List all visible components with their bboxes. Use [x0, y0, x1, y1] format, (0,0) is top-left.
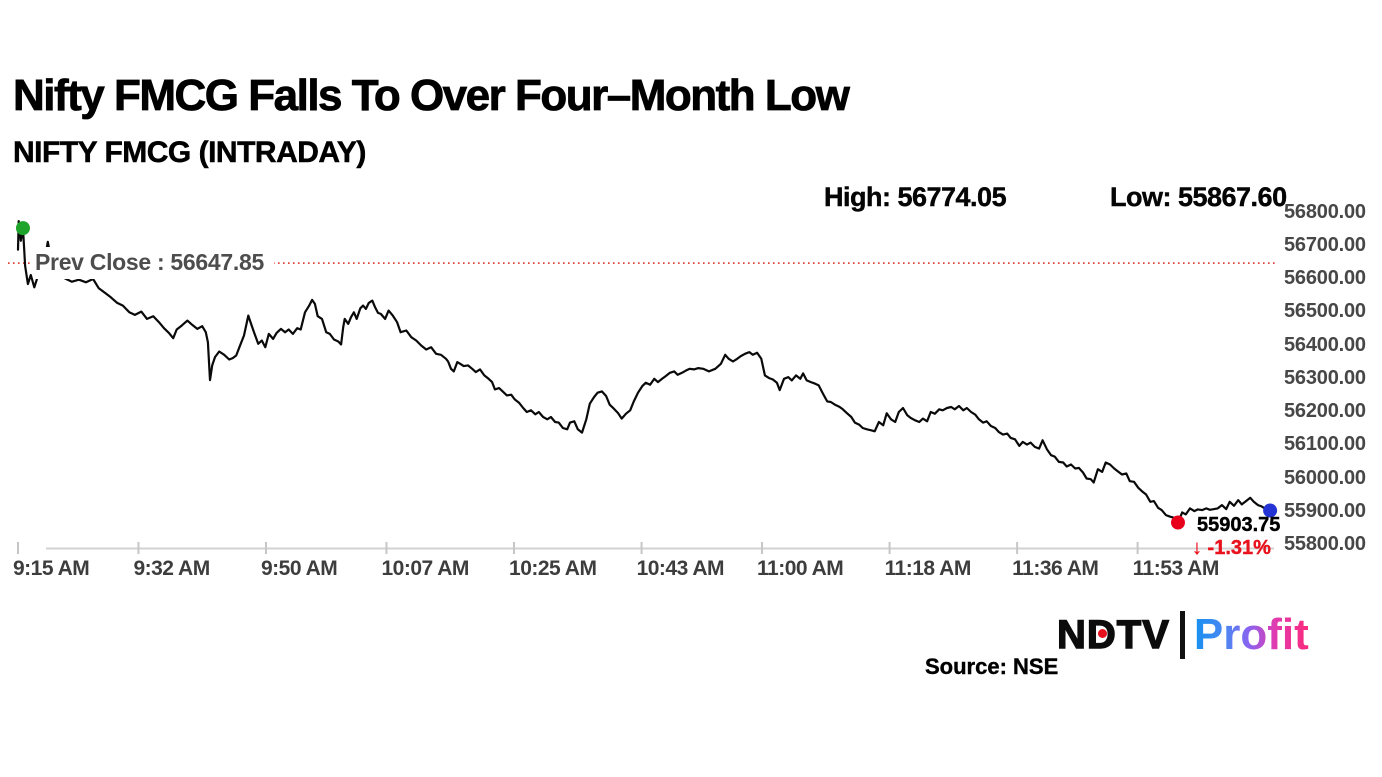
y-axis-label: 56200.00	[1284, 400, 1366, 422]
chart-subtitle: NIFTY FMCG (INTRADAY)	[13, 136, 367, 170]
y-axis-label: 56400.00	[1284, 333, 1366, 356]
y-axis-label: 55800.00	[1284, 533, 1366, 555]
low-marker	[1170, 515, 1185, 530]
x-axis-label: 11:36 AM	[1012, 557, 1099, 580]
x-axis-label: 10:25 AM	[509, 557, 597, 580]
ndtv-profit-logo: NDTV Profit	[1056, 608, 1309, 662]
low-value-label: Low: 55867.60	[1110, 182, 1287, 212]
x-axis-label: 9:15 AM	[13, 557, 90, 580]
last-change-label: ↓ -1.31%	[1192, 537, 1271, 559]
x-axis-label: 11:00 AM	[757, 557, 844, 580]
x-axis-label: 9:32 AM	[133, 557, 210, 580]
open-marker	[15, 221, 30, 236]
last-marker	[1263, 503, 1278, 518]
y-axis-label: 56600.00	[1284, 267, 1366, 289]
prev-close-label: Prev Close : 56647.85	[33, 247, 274, 280]
y-axis-label: 56100.00	[1284, 433, 1366, 456]
y-axis-label: 56300.00	[1284, 366, 1366, 389]
x-axis-label: 10:43 AM	[636, 557, 725, 580]
logo-divider	[1179, 611, 1185, 659]
profit-logo-text: Profit	[1194, 608, 1309, 662]
y-axis-label: 56700.00	[1284, 233, 1366, 256]
price-line	[16, 220, 1272, 524]
x-axis-label: 11:18 AM	[884, 557, 972, 580]
y-axis-label: 55900.00	[1284, 499, 1366, 522]
last-price-label: 55903.75	[1197, 514, 1281, 536]
x-axis-label: 11:53 AM	[1132, 557, 1220, 580]
x-axis-label: 10:07 AM	[381, 557, 469, 580]
ndtv-logo-letters: NDTV	[1056, 612, 1170, 657]
x-axis-label: 9:50 AM	[261, 557, 338, 580]
page-title: Nifty FMCG Falls To Over Four–Month Low	[13, 71, 851, 121]
ndtv-logo-red-dot-icon	[1098, 629, 1107, 638]
ndtv-logo-text: NDTV	[1056, 608, 1170, 662]
y-axis-label: 56500.00	[1284, 300, 1366, 323]
source-label: Source: NSE	[925, 654, 1059, 679]
high-value-label: High: 56774.05	[824, 182, 1007, 212]
y-axis-label: 56000.00	[1284, 466, 1366, 489]
y-axis-label: 56800.00	[1284, 200, 1366, 223]
